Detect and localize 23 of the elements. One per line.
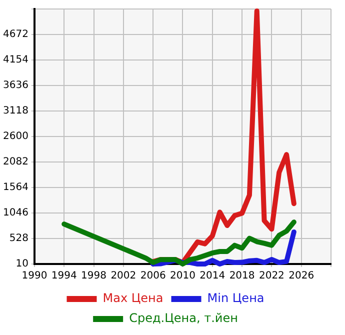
y-tick-label: 10 — [16, 258, 28, 270]
x-tick-label: 1994 — [51, 270, 77, 282]
x-tick-label: 1998 — [81, 270, 106, 282]
legend-label: Max Цена — [102, 291, 164, 306]
y-tick-label: 2082 — [2, 156, 28, 168]
legend-label: Min Цена — [207, 291, 264, 306]
x-tick-label: 2002 — [110, 270, 136, 282]
x-tick-label: 2014 — [200, 270, 226, 282]
y-tick-label: 2600 — [2, 131, 28, 142]
y-tick-label: 528 — [9, 233, 28, 244]
x-tick-label: 2022 — [258, 270, 284, 282]
legend-label: Сред.Цена, т.йен — [129, 311, 238, 326]
y-tick-label: 1564 — [2, 182, 28, 194]
x-tick-label: 2026 — [288, 270, 314, 282]
y-tick-label: 3636 — [2, 80, 28, 92]
y-tick-label: 4154 — [2, 54, 28, 66]
x-tick-label: 2010 — [170, 270, 196, 282]
x-tick-label: 1990 — [22, 270, 48, 282]
y-tick-label: 3118 — [2, 106, 28, 117]
y-tick-label: 1046 — [2, 208, 28, 219]
y-tick-label: 4672 — [2, 29, 28, 40]
x-tick-label: 2006 — [140, 270, 166, 282]
x-tick-label: 2018 — [229, 270, 255, 282]
